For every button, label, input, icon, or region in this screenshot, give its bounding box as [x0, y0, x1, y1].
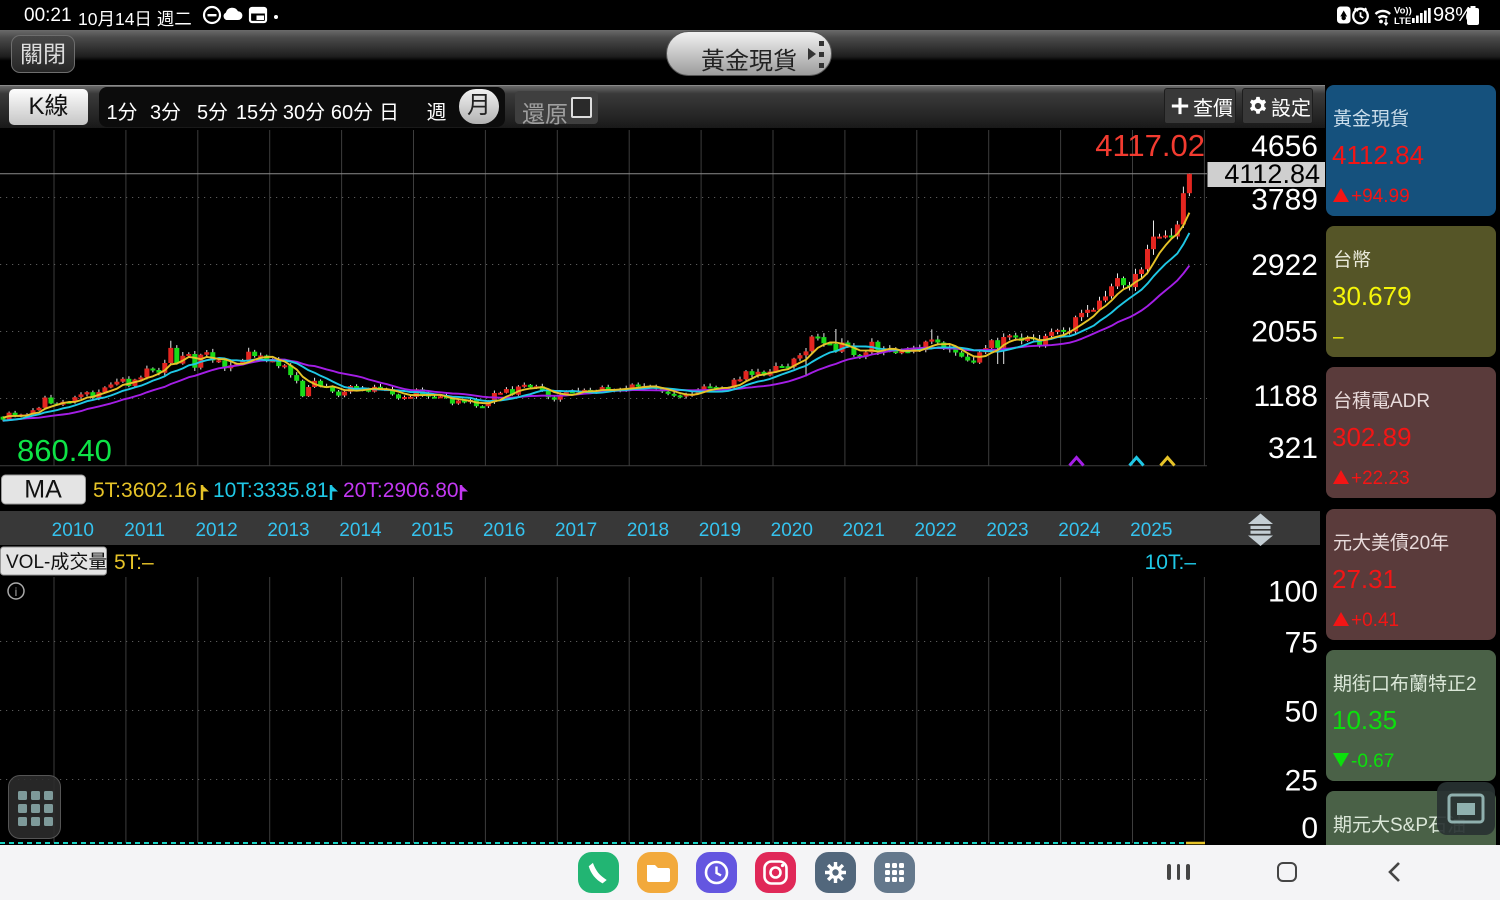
svg-text:2024: 2024 [1058, 520, 1101, 541]
svg-text:2023: 2023 [986, 520, 1028, 541]
svg-text:MA: MA [24, 476, 62, 504]
svg-text:Vo)): Vo)) [1394, 6, 1412, 17]
svg-text:2013: 2013 [267, 520, 309, 541]
svg-text:2018: 2018 [627, 520, 669, 541]
svg-text:2012: 2012 [195, 520, 237, 541]
svg-text:i: i [15, 585, 18, 599]
svg-text:2019: 2019 [699, 520, 741, 541]
svg-text:100: 100 [1268, 576, 1318, 609]
svg-text:10T:–: 10T:– [1145, 551, 1197, 574]
svg-text:4112.84: 4112.84 [1224, 159, 1320, 189]
svg-text:4117.02: 4117.02 [1095, 130, 1205, 163]
svg-text:10T:3335.81: 10T:3335.81 [213, 479, 329, 502]
svg-text:2016: 2016 [483, 520, 525, 541]
svg-text:2011: 2011 [124, 520, 165, 541]
svg-text:2055: 2055 [1251, 316, 1318, 349]
svg-text:1188: 1188 [1253, 380, 1318, 413]
svg-text:860.40: 860.40 [17, 433, 112, 468]
svg-text:2014: 2014 [339, 520, 382, 541]
svg-text:25: 25 [1285, 765, 1318, 798]
svg-text:2922: 2922 [1251, 249, 1318, 282]
svg-text:321: 321 [1268, 432, 1318, 465]
svg-text:2021: 2021 [843, 520, 885, 541]
svg-text:75: 75 [1285, 627, 1318, 660]
svg-text:2017: 2017 [555, 520, 597, 541]
svg-text:20T:2906.80: 20T:2906.80 [343, 479, 459, 502]
svg-text:5T:3602.16: 5T:3602.16 [93, 479, 197, 502]
svg-text:5T:–: 5T:– [114, 551, 154, 574]
svg-text:0: 0 [1301, 812, 1318, 845]
svg-text:2025: 2025 [1130, 520, 1172, 541]
svg-text:LTE: LTE [1394, 16, 1411, 27]
svg-text:2022: 2022 [914, 520, 956, 541]
svg-text:2010: 2010 [52, 520, 94, 541]
svg-text:2020: 2020 [771, 520, 813, 541]
svg-text:4656: 4656 [1251, 130, 1318, 163]
svg-text:VOL-成交量: VOL-成交量 [6, 551, 107, 573]
svg-text:2015: 2015 [411, 520, 453, 541]
svg-text:50: 50 [1285, 696, 1318, 729]
svg-text:3789: 3789 [1251, 184, 1318, 217]
